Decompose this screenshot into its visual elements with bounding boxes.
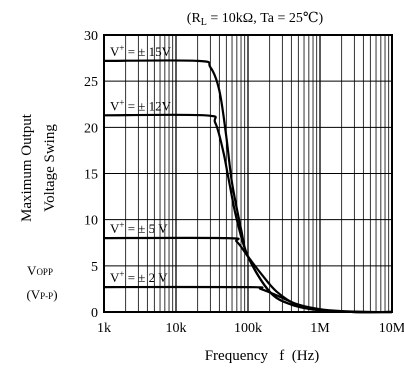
- y-axis-title: Maximum Output: [19, 113, 35, 222]
- series-label-0: V+ = ± 15V: [110, 43, 172, 59]
- y-tick-label: 25: [84, 75, 98, 90]
- series-label-3: V+ = ± 2 V: [110, 269, 168, 285]
- y-tick-label: 15: [84, 168, 98, 183]
- tick-labels: 0 5 10 15 20 25 30 1k 10k 100k 1M 10M: [84, 29, 404, 336]
- x-axis-title: Frequency f (Hz): [205, 348, 320, 364]
- series-label-1: V+ = ± 12V: [110, 97, 172, 113]
- y-tick-label: 5: [91, 260, 98, 275]
- y-axis-title-line2: Voltage Swing: [42, 124, 58, 212]
- series-labels: V+ = ± 15V V+ = ± 12V V+ = ± 5 V V+ = ± 2 V: [110, 43, 172, 285]
- y-tick-label: 10: [84, 214, 98, 229]
- y-tick-label: 20: [84, 121, 98, 136]
- chart-title: (RL = 10kΩ, Ta = 25℃): [187, 11, 324, 28]
- x-tick-label: 10M: [379, 321, 404, 336]
- x-tick-label: 10k: [166, 321, 187, 336]
- y-unit-label-2: (VP-P): [26, 287, 57, 302]
- y-axis-title-2: Voltage Swing: [42, 124, 58, 212]
- plot-frame: [103, 34, 393, 313]
- x-tick-label: 1k: [97, 321, 111, 336]
- x-tick-label: 1M: [310, 321, 330, 336]
- y-tick-label: 30: [84, 29, 98, 44]
- y-unit-label-1: VOPP: [27, 263, 53, 278]
- series-label-2: V+ = ± 5 V: [110, 220, 168, 236]
- x-tick-label: 100k: [234, 321, 262, 336]
- y-axis-title-line1: Maximum Output: [19, 113, 35, 222]
- grid: [104, 35, 392, 312]
- y-tick-label: 0: [91, 306, 98, 321]
